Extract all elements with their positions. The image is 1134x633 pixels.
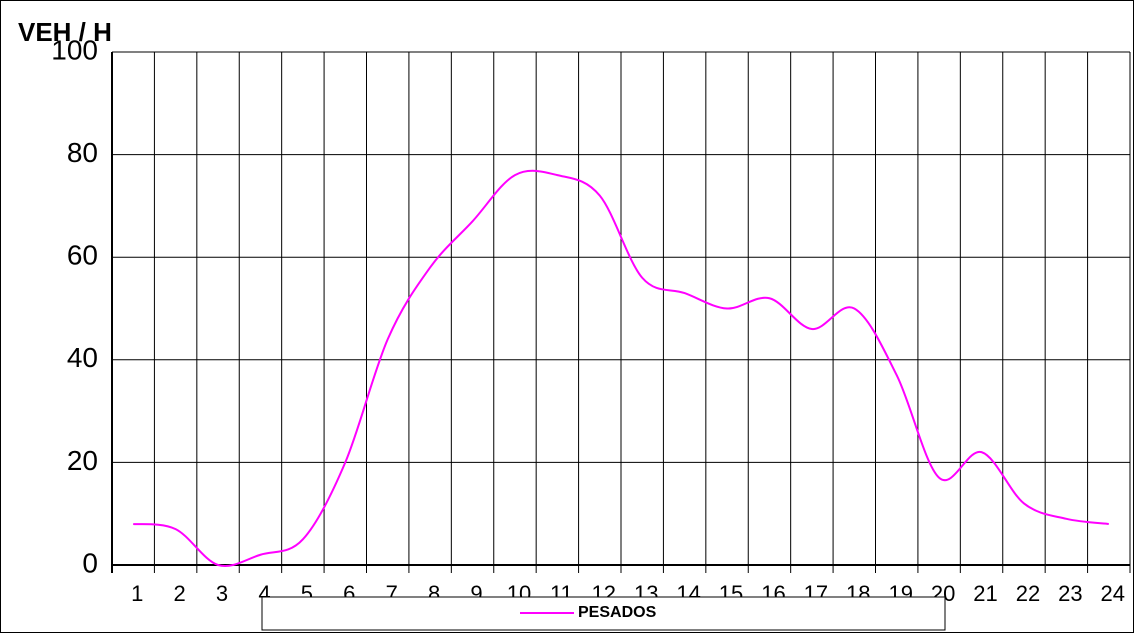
y-tick-label: 100	[51, 34, 98, 65]
x-tick-label: 24	[1101, 581, 1125, 606]
x-tick-label: 23	[1058, 581, 1082, 606]
y-tick-label: 60	[67, 240, 98, 271]
series-line	[133, 169, 1109, 567]
x-tick-label: 22	[1016, 581, 1040, 606]
x-tick-label: 3	[216, 581, 228, 606]
legend-label: PESADOS	[578, 604, 657, 621]
x-tick-label: 2	[174, 581, 186, 606]
y-tick-label: 20	[67, 445, 98, 476]
y-tick-label: 80	[67, 137, 98, 168]
y-tick-label: 40	[67, 342, 98, 373]
y-tick-label: 0	[82, 547, 98, 578]
x-tick-label: 21	[973, 581, 997, 606]
x-tick-label: 1	[131, 581, 143, 606]
chart-title: VEH / H	[18, 17, 112, 47]
legend-box	[261, 596, 946, 631]
